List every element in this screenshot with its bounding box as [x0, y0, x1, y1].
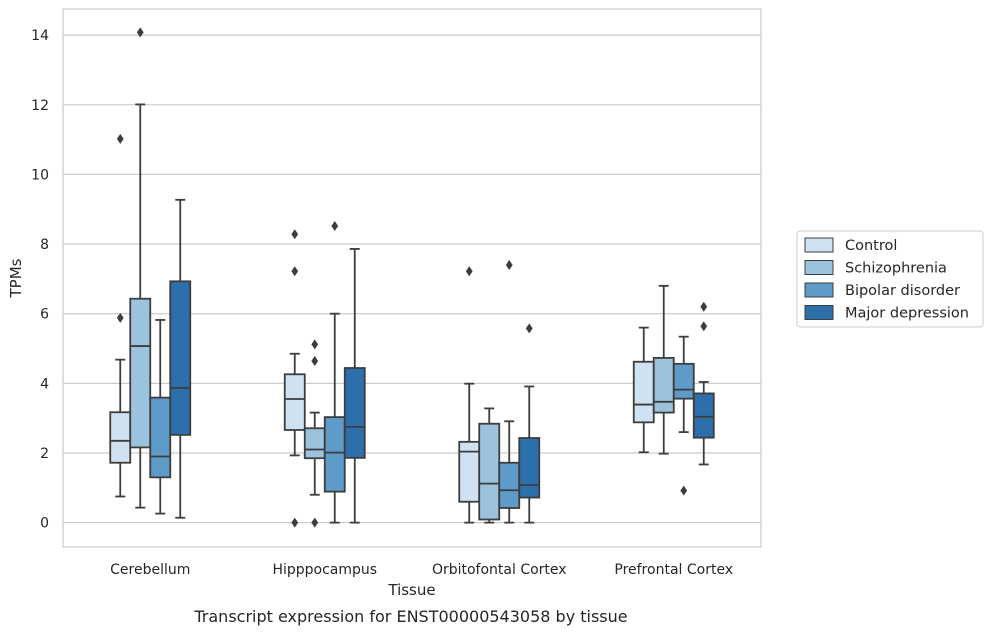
legend-label-1: Schizophrenia [845, 261, 947, 277]
box-body [692, 392, 715, 439]
box-3-3 [692, 301, 715, 466]
outlier-point [331, 220, 339, 231]
box-body [303, 427, 326, 460]
outlier-point [505, 259, 513, 270]
plot-area-background [63, 9, 761, 547]
box-1-3 [343, 248, 366, 524]
outlier-point [116, 133, 124, 144]
outlier-point [291, 229, 299, 240]
box-0-1 [129, 27, 152, 509]
outlier-point [700, 301, 708, 312]
y-tick-label-6: 6 [40, 307, 49, 323]
legend-swatch-1 [804, 260, 834, 275]
x-tick-label-3: Prefrontal Cortex [614, 562, 733, 578]
box-body [169, 280, 192, 436]
box-0-2 [149, 319, 172, 515]
x-axis-label: Tissue [387, 581, 435, 599]
legend-swatch-2 [804, 282, 834, 298]
legend: Control Schizophrenia Bipolar disorder Majo… [796, 230, 984, 328]
outlier-point [525, 323, 533, 334]
y-tick-label-0: 0 [40, 516, 49, 532]
outlier-point [116, 312, 124, 323]
box-2-3 [518, 323, 541, 524]
box-body [323, 416, 346, 493]
legend-frame [796, 230, 984, 328]
box-body [652, 357, 675, 414]
legend-label-0: Control [845, 238, 897, 254]
box-body [283, 373, 306, 431]
box-body [343, 367, 366, 459]
box-body [478, 422, 501, 521]
outlier-point [311, 517, 319, 528]
outlier-point [136, 27, 144, 38]
boxes [109, 27, 715, 528]
box-body [109, 411, 132, 464]
outlier-point [311, 339, 319, 350]
legend-label-2: Bipolar disorder [845, 283, 960, 299]
y-tick-label-8: 8 [40, 237, 49, 253]
y-tick-label-14: 14 [31, 28, 49, 44]
y-tick-label-12: 12 [31, 98, 49, 114]
outlier-point [291, 266, 299, 277]
box-3-2 [672, 335, 695, 496]
y-axis-ticks: 0 2 4 6 8 10 12 14 [31, 28, 49, 532]
x-tick-label-0: Cerebellum [110, 562, 190, 578]
plot-area-frame [62, 8, 762, 548]
box-body [498, 461, 521, 509]
box-body [149, 396, 172, 479]
outlier-point [680, 485, 688, 496]
legend-swatch-3 [804, 305, 834, 320]
outlier-point [291, 517, 299, 528]
legend-swatch-0 [804, 237, 834, 253]
x-axis-ticks: Cerebellum Hipppocampus Orbitofontal Corte… [110, 562, 733, 578]
box-2-0 [458, 266, 481, 524]
y-axis-label: TPMs [7, 258, 25, 298]
x-tick-label-2: Orbitofontal Cortex [432, 562, 567, 578]
y-tick-label-4: 4 [40, 376, 49, 392]
box-0-3 [169, 198, 192, 519]
outlier-point [311, 356, 319, 367]
box-1-1 [303, 339, 326, 528]
box-1-0 [283, 229, 306, 528]
y-tick-label-2: 2 [40, 446, 49, 462]
box-0-0 [109, 133, 132, 498]
outlier-point [465, 266, 473, 277]
y-tick-label-10: 10 [31, 167, 49, 183]
box-body [518, 437, 541, 499]
box-2-1 [478, 407, 501, 524]
x-tick-label-1: Hipppocampus [272, 562, 377, 578]
chart-caption: Transcript expression for ENST0000054305… [193, 607, 627, 626]
box-1-2 [323, 220, 346, 524]
box-body [129, 297, 152, 449]
legend-label-3: Major depression [845, 306, 969, 322]
box-body [672, 362, 695, 400]
box-body [632, 360, 655, 424]
outlier-point [700, 321, 708, 332]
